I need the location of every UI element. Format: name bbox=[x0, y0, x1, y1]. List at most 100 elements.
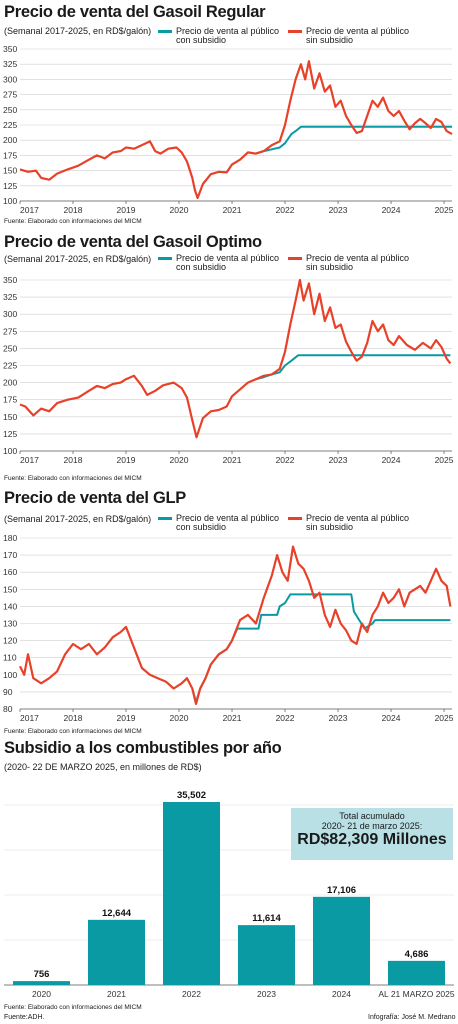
series-line-sin-subsidio bbox=[19, 278, 452, 439]
bar bbox=[388, 960, 445, 985]
chart-source: Fuente: Elaborado con informaciones del … bbox=[4, 728, 142, 735]
chart-panel-gasoil-optimo: Precio de venta del Gasoil Optimo (Seman… bbox=[0, 232, 458, 488]
x-tick-label: 2023 bbox=[329, 205, 348, 215]
x-tick-label: 2025 bbox=[435, 205, 454, 215]
series-line-sin-subsidio bbox=[19, 545, 452, 705]
x-tick-label: 2022 bbox=[276, 205, 295, 215]
legend-swatch bbox=[158, 517, 172, 520]
y-tick-label: 90 bbox=[3, 687, 13, 697]
chart-title: Precio de venta del GLP bbox=[4, 489, 186, 507]
x-tick-label: 2020 bbox=[170, 205, 189, 215]
y-tick-label: 350 bbox=[3, 275, 17, 285]
bar bbox=[238, 925, 295, 985]
footer-source: Fuente:ADH. bbox=[4, 1014, 45, 1021]
x-tick-label: 2017 bbox=[20, 455, 39, 465]
y-tick-label: 275 bbox=[3, 326, 17, 336]
y-tick-label: 100 bbox=[3, 196, 17, 206]
total-amount: RD$82,309 Millones bbox=[297, 831, 447, 848]
y-tick-label: 140 bbox=[3, 601, 17, 611]
series-line-sin-subsidio bbox=[19, 60, 453, 200]
y-tick-label: 200 bbox=[3, 135, 17, 145]
y-tick-label: 275 bbox=[3, 90, 17, 100]
x-tick-label: 2024 bbox=[382, 205, 401, 215]
legend-label: Precio de venta al público con subsidio bbox=[176, 513, 280, 532]
x-tick-label: 2018 bbox=[64, 713, 83, 723]
y-tick-label: 350 bbox=[3, 44, 17, 54]
legend-label: Precio de venta al público con subsidio bbox=[176, 26, 280, 45]
chart-title: Precio de venta del Gasoil Optimo bbox=[4, 233, 262, 251]
y-tick-label: 250 bbox=[3, 105, 17, 115]
bar bbox=[313, 896, 370, 985]
x-tick-label: 2022 bbox=[276, 455, 295, 465]
legend-label: Precio de venta al público sin subsidio bbox=[306, 26, 410, 45]
y-tick-label: 325 bbox=[3, 292, 17, 302]
legend-label: Precio de venta al público sin subsidio bbox=[306, 513, 410, 532]
x-category-label: 2022 bbox=[182, 989, 201, 999]
x-tick-label: 2022 bbox=[276, 713, 295, 723]
legend-swatch bbox=[288, 517, 302, 520]
bar-value-label: 756 bbox=[34, 969, 50, 980]
y-tick-label: 130 bbox=[3, 619, 17, 629]
chart-title: Subsidio a los combustibles por año bbox=[4, 739, 282, 757]
y-tick-label: 225 bbox=[3, 120, 17, 130]
x-category-label: 2021 bbox=[107, 989, 126, 999]
line-chart-gasoil-optimo: 100 125 150 175 200 225 250 275 300 325 350 2017 201… bbox=[3, 275, 454, 465]
y-tick-label: 300 bbox=[3, 309, 17, 319]
line-chart-gasoil-regular: 100 125 150 175 200 225 250 275 300 325 350 2017 201… bbox=[3, 44, 454, 215]
y-tick-label: 300 bbox=[3, 74, 17, 84]
y-tick-label: 120 bbox=[3, 636, 17, 646]
legend-swatch bbox=[288, 257, 302, 260]
y-tick-label: 80 bbox=[3, 704, 13, 714]
chart-legend: Precio de venta al público con subsidio … bbox=[158, 254, 454, 274]
chart-subtitle: (Semanal 2017-2025, en RD$/galón) bbox=[4, 254, 152, 264]
x-tick-label: 2019 bbox=[117, 205, 136, 215]
series-line-con-subsidio bbox=[191, 593, 451, 704]
y-tick-label: 225 bbox=[3, 361, 17, 371]
bar bbox=[13, 981, 70, 985]
chart-panel-gasoil-regular: Precio de venta del Gasoil Regular (Sema… bbox=[0, 0, 458, 232]
x-tick-label: 2020 bbox=[170, 455, 189, 465]
x-tick-label: 2017 bbox=[20, 205, 39, 215]
bar-value-label: 11,614 bbox=[252, 913, 281, 924]
x-tick-label: 2019 bbox=[117, 455, 136, 465]
chart-title: Precio de venta del Gasoil Regular bbox=[4, 3, 266, 21]
x-tick-label: 2021 bbox=[223, 455, 242, 465]
bar-chart-subsidio: 756 2020 12,644 2021 35,502 2022 11,614 2023 17,… bbox=[4, 790, 455, 999]
x-tick-label: 2019 bbox=[117, 713, 136, 723]
chart-legend: Precio de venta al público con subsidio … bbox=[158, 27, 454, 47]
series-line-con-subsidio bbox=[255, 354, 451, 381]
chart-subtitle: (Semanal 2017-2025, en RD$/galón) bbox=[4, 26, 152, 36]
chart-source: Fuente: Elaborado con informaciones del … bbox=[4, 1004, 142, 1011]
series-line-con-subsidio bbox=[255, 125, 452, 155]
chart-subtitle: (2020- 22 DE MARZO 2025, en millones de … bbox=[4, 762, 202, 772]
chart-source: Fuente: Elaborado con informaciones del … bbox=[4, 218, 142, 225]
y-tick-label: 250 bbox=[3, 343, 17, 353]
chart-legend: Precio de venta al público con subsidio … bbox=[158, 514, 454, 534]
legend-swatch bbox=[158, 30, 172, 33]
x-tick-label: 2025 bbox=[435, 713, 454, 723]
x-tick-label: 2024 bbox=[382, 713, 401, 723]
bar-value-label: 12,644 bbox=[102, 908, 132, 919]
legend-label: Precio de venta al público sin subsidio bbox=[306, 253, 410, 272]
x-category-label: 2020 bbox=[32, 989, 51, 999]
y-tick-label: 175 bbox=[3, 150, 17, 160]
y-tick-label: 100 bbox=[3, 670, 17, 680]
legend-label: Precio de venta al público con subsidio bbox=[176, 253, 280, 272]
x-tick-label: 2017 bbox=[20, 713, 39, 723]
x-category-label: 2024 bbox=[332, 989, 351, 999]
footer-credit: Infografía: José M. Medrano bbox=[368, 1014, 456, 1021]
total-period: 2020- 21 de marzo 2025: bbox=[321, 821, 423, 831]
x-tick-label: 2021 bbox=[223, 713, 242, 723]
total-label: Total acumulado bbox=[339, 811, 405, 821]
x-tick-label: 2023 bbox=[329, 455, 348, 465]
line-chart-glp: 80 90 100 110 120 130 140 150 160 170 180 2017 2018 2… bbox=[3, 533, 454, 723]
y-tick-label: 180 bbox=[3, 533, 17, 543]
y-tick-label: 150 bbox=[3, 166, 17, 176]
chart-panel-glp: Precio de venta del GLP (Semanal 2017-20… bbox=[0, 488, 458, 736]
bar-value-label: 4,686 bbox=[405, 949, 429, 960]
x-tick-label: 2024 bbox=[382, 455, 401, 465]
x-category-label: 2023 bbox=[257, 989, 276, 999]
y-tick-label: 170 bbox=[3, 550, 17, 560]
y-tick-label: 200 bbox=[3, 378, 17, 388]
y-tick-label: 325 bbox=[3, 59, 17, 69]
